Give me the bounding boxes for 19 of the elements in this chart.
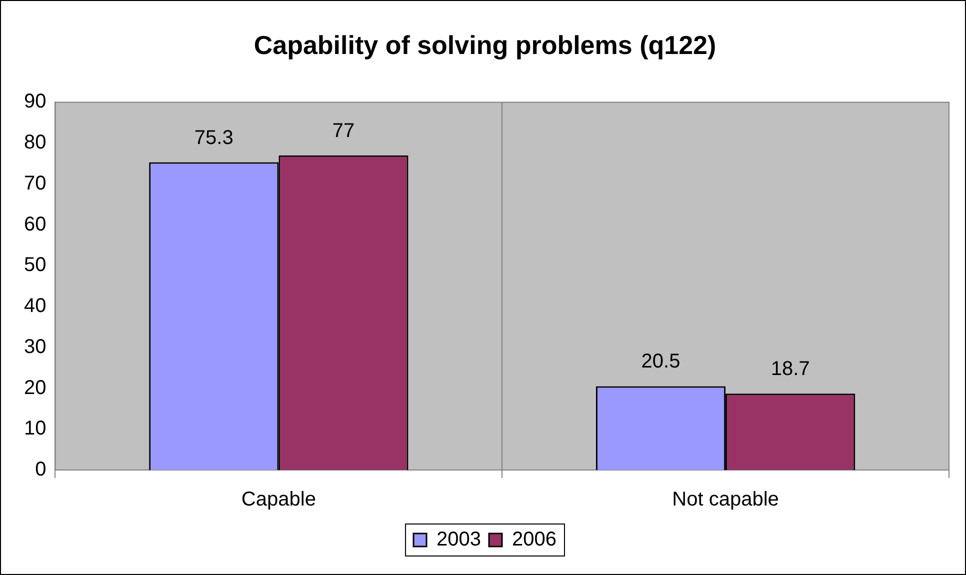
y-tick-label: 30 <box>24 336 46 358</box>
y-tick-label: 10 <box>24 418 46 440</box>
y-tick-label: 80 <box>24 132 46 154</box>
x-tick-label: Not capable <box>672 488 779 511</box>
y-tick-label: 40 <box>24 295 46 318</box>
y-tick-label: 20 <box>24 376 46 399</box>
y-tick-label: 50 <box>24 254 46 276</box>
y-tick-label: 70 <box>24 172 46 194</box>
legend-label: 2003 <box>436 528 482 551</box>
data-label: 20.5 <box>641 350 680 373</box>
data-label: 77 <box>332 120 355 142</box>
chart-title: Capability of solving problems (q122) <box>254 30 716 60</box>
y-tick-label: 90 <box>24 90 46 113</box>
y-tick-label: 0 <box>35 458 46 481</box>
legend-label: 2006 <box>512 528 556 551</box>
y-tick-label: 60 <box>24 213 46 236</box>
data-label: 18.7 <box>770 358 810 380</box>
data-label: 75.3 <box>194 126 234 149</box>
x-tick-label: Capable <box>241 488 316 511</box>
